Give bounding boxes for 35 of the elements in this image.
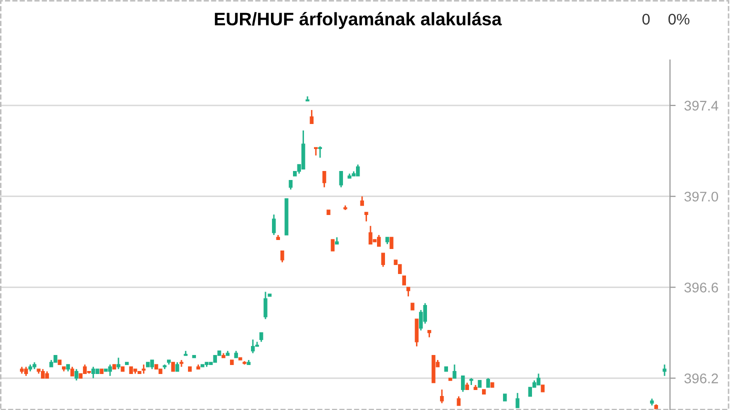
candlestick [662, 364, 666, 377]
candlestick [390, 236, 394, 250]
candlestick [330, 239, 335, 252]
candlestick [104, 368, 108, 372]
candlestick [188, 366, 192, 372]
candlestick [120, 366, 125, 372]
chart-title: EUR/HUF árfolyamának alakulása [214, 12, 502, 29]
candlestick [230, 360, 234, 365]
candlestick [268, 294, 272, 297]
candlestick [171, 362, 175, 372]
candlestick [444, 366, 448, 372]
candlestick [146, 362, 150, 368]
candlestick [448, 378, 452, 381]
y-tick-label: 396.2 [684, 374, 718, 384]
candlestick [402, 275, 406, 286]
candlestick [540, 384, 545, 392]
candlestick [238, 357, 242, 360]
candlestick [100, 368, 104, 374]
text: 0 [642, 14, 650, 25]
candlestick [192, 355, 196, 358]
candlestick [482, 389, 486, 395]
candlestick [432, 355, 436, 384]
candlestick [490, 382, 494, 388]
candlestick [124, 362, 129, 365]
y-tick-label: 397.0 [684, 192, 718, 202]
y-tick-label: 397.4 [684, 100, 718, 111]
candlestick [478, 380, 482, 388]
candlestick [154, 364, 158, 370]
text: 0% [668, 14, 690, 25]
candlestick [129, 366, 133, 374]
y-tick-label: 396.6 [684, 282, 718, 292]
candlestick [284, 198, 288, 236]
candlestick [503, 394, 507, 402]
candlestick [58, 360, 62, 365]
candlestick [112, 364, 116, 370]
